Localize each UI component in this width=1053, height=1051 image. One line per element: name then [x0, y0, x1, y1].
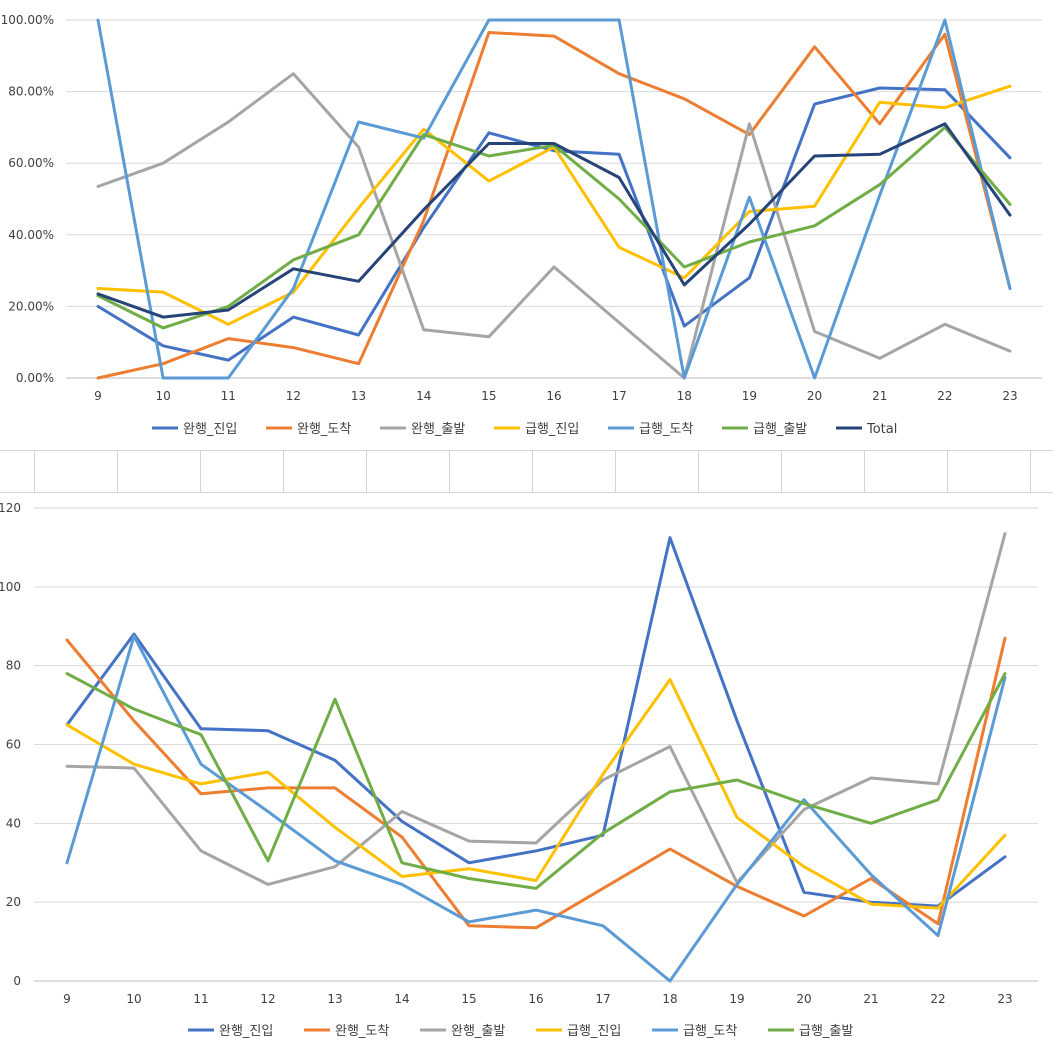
- y-tick-label: 0.00%: [16, 371, 54, 385]
- x-tick-label: 10: [126, 992, 141, 1006]
- x-tick-label: 13: [327, 992, 342, 1006]
- x-tick-label: 12: [286, 389, 301, 403]
- y-tick-label: 20: [6, 895, 21, 909]
- series-line-6: [65, 672, 1007, 890]
- x-tick-label: 11: [221, 389, 236, 403]
- x-tick-label: 17: [612, 389, 627, 403]
- x-tick-label: 23: [997, 992, 1012, 1006]
- y-tick-label: 100: [0, 580, 21, 594]
- bottom-value-chart: 0 20 40 60 80 100 120 9 10 11 12 13 14 15 16 17 18 19 20 21…: [0, 501, 1038, 1039]
- series-line-4: [96, 84, 1012, 326]
- x-tick-label: 21: [863, 992, 878, 1006]
- series-line-1: [65, 536, 1007, 908]
- y-tick-label: 80.00%: [8, 85, 54, 99]
- x-tick-label: 19: [742, 389, 757, 403]
- x-tick-label: 22: [930, 992, 945, 1006]
- x-tick-label: 19: [729, 992, 744, 1006]
- y-tick-label: 120: [0, 501, 21, 515]
- x-tick-label: 16: [528, 992, 543, 1006]
- y-tick-label: 60.00%: [8, 156, 54, 170]
- x-tick-label: 14: [416, 389, 431, 403]
- y-tick-label: 40: [6, 816, 21, 830]
- x-tick-label: 10: [156, 389, 171, 403]
- legend-label: 완행_진입: [183, 421, 237, 437]
- x-tick-label: 15: [461, 992, 476, 1006]
- x-tick-label: 9: [63, 992, 71, 1006]
- y-tick-label: 60: [6, 738, 21, 752]
- series-line-7: [96, 122, 1012, 319]
- y-tick-label: 0: [13, 974, 21, 988]
- series-line-5: [65, 634, 1007, 983]
- legend-label: 급행_진입: [525, 421, 579, 437]
- x-tick-label: 21: [872, 389, 887, 403]
- y-tick-label: 100.00%: [1, 13, 54, 27]
- cell-strip-background: [0, 450, 1053, 493]
- y-tick-label: 20.00%: [8, 299, 54, 313]
- x-tick-label: 14: [394, 992, 409, 1006]
- y-tick-label: 80: [6, 659, 21, 673]
- x-tick-label: 20: [807, 389, 822, 403]
- legend-label: Total: [866, 422, 897, 437]
- legend-label: 완행_도착: [297, 421, 351, 437]
- x-tick-label: 18: [662, 992, 677, 1006]
- legend-label: 급행_도착: [683, 1023, 737, 1039]
- legend-label: 급행_출발: [799, 1023, 853, 1039]
- x-tick-label: 12: [260, 992, 275, 1006]
- top-percentage-chart: 0.00% 20.00% 40.00% 60.00% 80.00% 100.00% 9 10 1…: [1, 13, 1042, 437]
- x-tick-label: 22: [937, 389, 952, 403]
- x-tick-label: 15: [481, 389, 496, 403]
- series-line-5: [96, 18, 1012, 380]
- spreadsheet-cell-strip: [0, 450, 1053, 493]
- x-tick-label: 16: [546, 389, 561, 403]
- x-tick-label: 18: [677, 389, 692, 403]
- series-line-6: [96, 125, 1012, 330]
- x-tick-label: 23: [1002, 389, 1017, 403]
- x-tick-label: 20: [796, 992, 811, 1006]
- legend-label: 급행_출발: [753, 421, 807, 437]
- legend-label: 완행_도착: [335, 1023, 389, 1039]
- legend-label: 완행_출발: [451, 1023, 505, 1039]
- x-tick-label: 17: [595, 992, 610, 1006]
- legend-label: 급행_진입: [567, 1023, 621, 1039]
- legend-label: 급행_도착: [639, 421, 693, 437]
- series-line-3: [65, 532, 1007, 886]
- y-tick-label: 40.00%: [8, 228, 54, 242]
- x-tick-label: 13: [351, 389, 366, 403]
- legend-label: 완행_진입: [219, 1023, 273, 1039]
- legend-label: 완행_출발: [411, 421, 465, 437]
- x-tick-label: 11: [193, 992, 208, 1006]
- x-tick-label: 9: [94, 389, 102, 403]
- series-line-3: [96, 72, 1012, 380]
- series-line-2: [96, 31, 1012, 380]
- series-line-1: [96, 86, 1012, 362]
